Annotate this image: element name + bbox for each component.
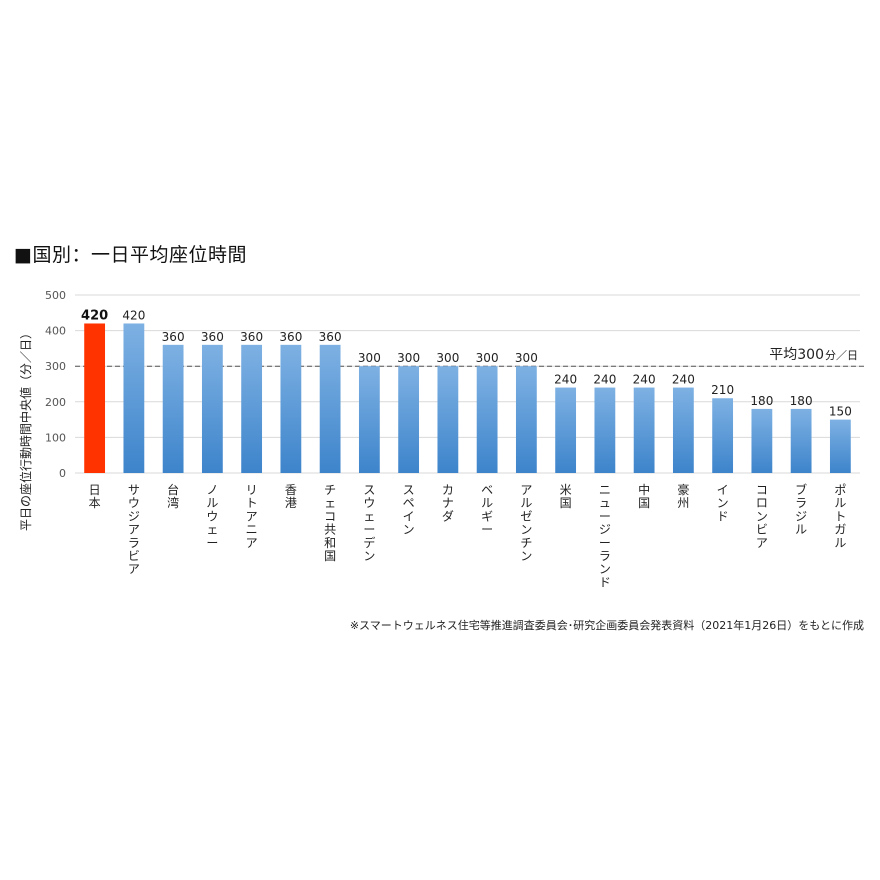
chart-title: ■国別：一日平均座位時間 <box>14 244 247 266</box>
bar-19 <box>829 419 851 473</box>
x-tick-label: チェコ共和国 <box>324 483 336 563</box>
bar-7 <box>358 366 380 473</box>
x-tick-label: 台湾 <box>167 482 179 510</box>
x-tick-label: 日本 <box>89 483 101 510</box>
data-label: 180 <box>790 394 813 408</box>
bar-4 <box>241 344 263 473</box>
data-label: 360 <box>162 330 185 344</box>
data-label: 240 <box>633 373 656 387</box>
x-tick-label: コロンビア <box>756 483 768 550</box>
data-label: 420 <box>81 308 108 323</box>
y-tick-label: 100 <box>45 431 66 444</box>
data-label: 360 <box>240 330 263 344</box>
bar-2 <box>162 344 184 473</box>
bar-1 <box>123 323 145 473</box>
x-tick-label: ニュージーランド <box>599 483 611 589</box>
data-label: 180 <box>750 394 773 408</box>
x-tick-label: アルゼンチン <box>520 483 532 563</box>
bar-3 <box>201 344 223 473</box>
data-label: 300 <box>397 351 420 365</box>
bar-13 <box>594 387 616 473</box>
data-label: 360 <box>279 330 302 344</box>
y-tick-label: 400 <box>45 325 66 338</box>
bar-16 <box>712 398 734 473</box>
y-tick-label: 300 <box>45 360 66 373</box>
data-label: 360 <box>201 330 224 344</box>
x-tick-label: ポルトガル <box>834 483 846 550</box>
data-label: 240 <box>593 373 616 387</box>
data-label: 150 <box>829 405 852 419</box>
y-axis-label: 平日の座位行動時間中央値（分／日） <box>18 327 33 531</box>
bar-9 <box>437 366 459 473</box>
bar-14 <box>633 387 655 473</box>
x-tick-label: サウジアラビア <box>128 483 140 576</box>
bar-17 <box>751 408 773 473</box>
data-label: 420 <box>122 308 145 322</box>
bar-10 <box>476 366 498 473</box>
x-tick-label: 中国 <box>638 482 650 510</box>
x-tick-label: カナダ <box>442 483 454 523</box>
x-tick-label: インド <box>717 483 729 523</box>
data-label: 300 <box>476 351 499 365</box>
bar-6 <box>319 344 341 473</box>
x-tick-label: リトアニア <box>246 483 258 550</box>
y-tick-label: 200 <box>45 396 66 409</box>
x-tick-label: ノルウェー <box>206 483 218 550</box>
data-label: 240 <box>554 373 577 387</box>
bar-12 <box>555 387 577 473</box>
bar-8 <box>398 366 420 473</box>
bar-11 <box>515 366 537 473</box>
x-tick-label: 豪州 <box>677 482 689 510</box>
source-note: ※スマートウェルネス住宅等推進調査委員会･研究企画委員会発表資料（2021年1月… <box>349 619 864 632</box>
average-label: 平均300分／日 <box>769 347 858 363</box>
data-label: 300 <box>436 351 459 365</box>
data-label: 240 <box>672 373 695 387</box>
x-tick-label: ブラジル <box>795 482 807 537</box>
bar-0 <box>84 323 106 473</box>
x-tick-label: 香港 <box>285 483 297 510</box>
data-label: 360 <box>319 330 342 344</box>
y-tick-label: 0 <box>59 467 66 480</box>
x-tick-label: ベルギー <box>481 483 493 537</box>
x-tick-label: 米国 <box>560 483 572 510</box>
data-label: 300 <box>515 351 538 365</box>
data-label: 210 <box>711 383 734 397</box>
x-tick-label: スペイン <box>403 483 415 537</box>
x-tick-label: スウェーデン <box>363 483 375 563</box>
bar-15 <box>672 387 694 473</box>
bar-5 <box>280 344 302 473</box>
bar-18 <box>790 408 812 473</box>
y-tick-label: 500 <box>45 289 66 302</box>
data-label: 300 <box>358 351 381 365</box>
